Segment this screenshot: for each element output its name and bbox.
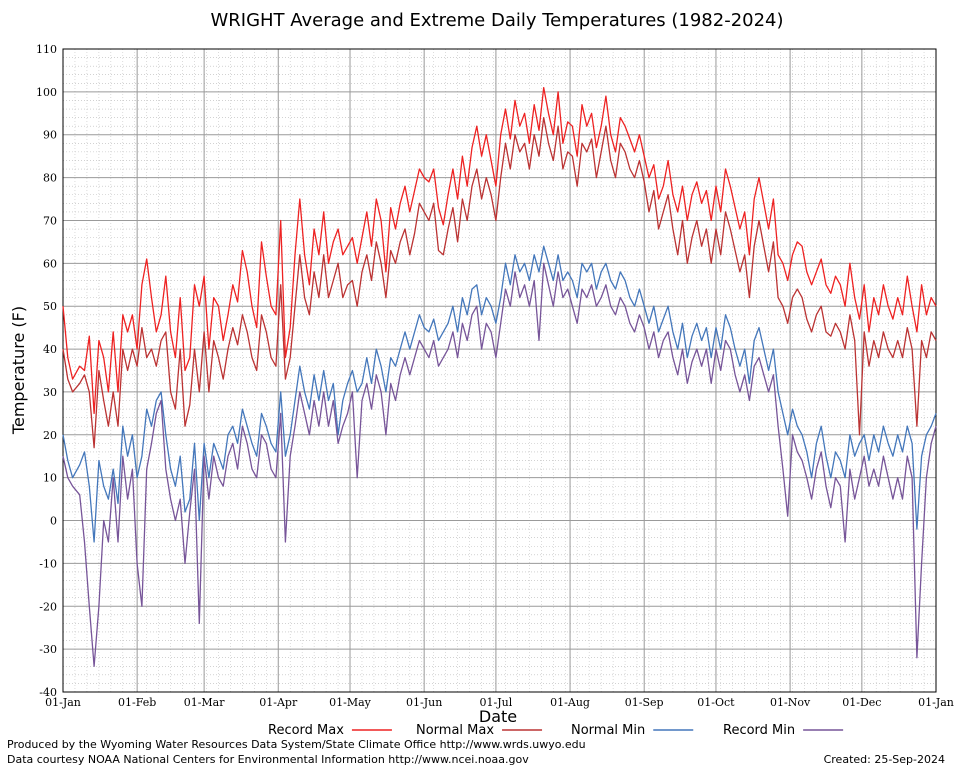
x-tick-label: 01-Apr [259,696,298,709]
created-date: Created: 25-Sep-2024 [823,753,945,766]
series-lines [62,86,937,667]
x-tick-label: 01-Feb [118,696,156,709]
y-tick-label: 110 [36,43,57,56]
x-tick-label: 01-Jan [918,696,954,709]
series-line-normal-min [62,245,937,543]
legend: Record Max Normal Max Normal Min Record Min [268,723,844,738]
y-tick-label: -20 [39,600,57,613]
legend-label: Record Min [723,723,795,738]
y-tick-label: 10 [43,472,57,485]
y-tick-label: 90 [43,129,57,142]
plot-frame [62,48,937,693]
x-axis: 01-Jan 01-Feb 01-Mar 01-Apr 01-May 01-Jun 01-J… [45,696,954,709]
y-tick-label: 30 [43,386,57,399]
y-tick-label: 60 [43,257,57,270]
x-tick-label: 01-Aug [550,696,590,709]
chart-title: WRIGHT Average and Extreme Daily Tempera… [210,10,783,31]
x-tick-label: 01-Oct [697,696,735,709]
y-tick-label: 80 [43,172,57,185]
series-line-normal-max [62,116,937,449]
x-tick-label: 01-Dec [842,696,881,709]
y-tick-label: -40 [39,686,57,699]
credit-line-2: Data courtesy NOAA National Centers for … [7,753,529,766]
x-tick-label: 01-Nov [770,696,811,709]
series-line-record-max [62,86,937,415]
x-tick-label: 01-Jan [45,696,81,709]
x-tick-label: 01-Sep [625,696,664,709]
y-tick-label: -30 [39,643,57,656]
credit-line-1: Produced by the Wyoming Water Resources … [7,738,586,751]
y-tick-label: -10 [39,557,57,570]
y-tick-label: 50 [43,300,57,313]
y-tick-label: 40 [43,343,57,356]
y-axis-label: Temperature (F) [9,306,28,435]
x-tick-label: 01-Jul [480,696,513,709]
y-tick-label: 100 [36,86,57,99]
y-tick-label: 70 [43,214,57,227]
x-tick-label: 01-Mar [184,696,226,709]
y-tick-label: 20 [43,429,57,442]
legend-label: Normal Max [416,723,494,738]
y-axis: -40 -30 -20 -10 0 10 20 30 40 50 60 70 80 90 100 110 [36,43,57,699]
legend-label: Record Max [268,723,344,738]
series-line-record-min [62,262,937,667]
y-tick-label: 0 [50,515,57,528]
x-tick-label: 01-May [329,696,372,709]
legend-label: Normal Min [571,723,645,738]
x-axis-label: Date [479,707,517,726]
x-tick-label: 01-Jun [406,696,442,709]
